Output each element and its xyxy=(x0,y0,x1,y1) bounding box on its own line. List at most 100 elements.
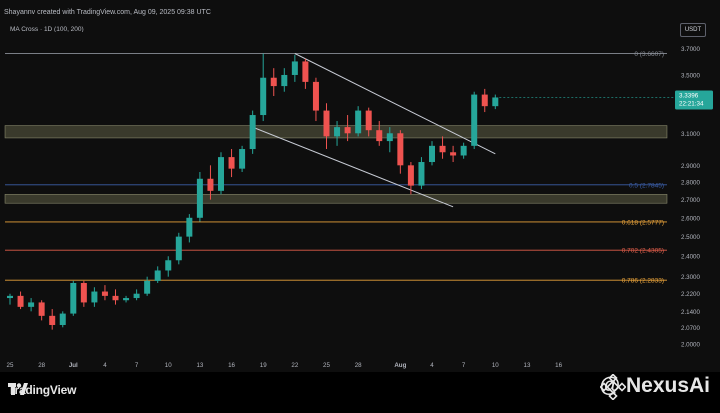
x-tick-label-17: 16 xyxy=(555,362,562,369)
y-tick-label-11: 2.2200 xyxy=(681,291,700,298)
fib-label-4: 0.786 (2.2833) xyxy=(622,278,664,285)
currency-badge[interactable]: USDT xyxy=(680,23,706,37)
y-tick-label-14: 2.0000 xyxy=(681,341,700,348)
candle-body-3 xyxy=(38,302,45,316)
candle-body-45 xyxy=(481,94,488,107)
y-tick-label-12: 2.1400 xyxy=(681,309,700,316)
x-tick-label-8: 19 xyxy=(260,362,267,369)
candle-body-42 xyxy=(450,152,457,156)
candle-body-43 xyxy=(460,145,467,156)
fib-label-2: 0.618 (2.5777) xyxy=(622,219,664,226)
x-tick-label-2: Jul xyxy=(69,362,78,369)
candle-body-27 xyxy=(291,61,298,75)
candle-body-18 xyxy=(196,178,203,218)
fib-label-3: 0.702 (2.4305) xyxy=(622,248,664,255)
candle-body-44 xyxy=(471,94,478,146)
chart-attribution: Shayannv created with TradingView.com, A… xyxy=(4,9,211,16)
x-tick-label-4: 7 xyxy=(135,362,139,369)
candle-body-1 xyxy=(17,295,24,307)
candle-body-34 xyxy=(365,110,372,131)
y-tick-label-9: 2.4000 xyxy=(681,254,700,261)
y-tick-label-1: 3.5000 xyxy=(681,72,700,79)
x-tick-label-0: 25 xyxy=(7,362,14,369)
y-tick-label-3: 3.1000 xyxy=(681,131,700,138)
candle-body-7 xyxy=(80,282,87,303)
candle-body-29 xyxy=(312,81,319,111)
x-tick-label-13: 4 xyxy=(430,362,434,369)
tradingview-logo: TradingView xyxy=(8,383,76,397)
tradingview-icon xyxy=(8,383,28,395)
x-tick-label-6: 13 xyxy=(196,362,203,369)
last-price-tag xyxy=(675,90,713,110)
y-tick-label-8: 2.5000 xyxy=(681,234,700,241)
last-price-value: 3.3396 xyxy=(679,93,699,100)
x-tick-label-7: 16 xyxy=(228,362,235,369)
candle-body-6 xyxy=(70,282,77,314)
candle-body-13 xyxy=(144,280,151,294)
fib-label-0: 0 (3.6607) xyxy=(634,51,664,58)
candle-body-9 xyxy=(101,291,108,296)
y-tick-label-0: 3.7000 xyxy=(681,46,700,53)
candle-body-16 xyxy=(175,236,182,261)
candle-body-21 xyxy=(228,157,235,169)
candle-body-35 xyxy=(376,130,383,142)
x-tick-label-9: 22 xyxy=(291,362,298,369)
candle-body-30 xyxy=(323,110,330,137)
binance-diamond-icon xyxy=(599,374,626,400)
candle-body-22 xyxy=(239,149,246,169)
zone-1 xyxy=(4,194,668,204)
candle-body-39 xyxy=(418,162,425,186)
candle-body-2 xyxy=(28,302,35,307)
candle-body-24 xyxy=(260,77,267,116)
y-tick-label-13: 2.0700 xyxy=(681,325,700,332)
x-tick-label-10: 25 xyxy=(323,362,330,369)
price-chart[interactable]: 0 (3.6607) 0.5 (2.7845) 0.618 (2.5777) 0.70… xyxy=(0,0,720,372)
indicator-legend[interactable]: MA Cross · 1D (100, 200) xyxy=(10,26,84,33)
y-tick-label-5: 2.8000 xyxy=(681,180,700,187)
channel-upper-line xyxy=(294,53,496,155)
candle-body-37 xyxy=(397,133,404,166)
candle-body-17 xyxy=(186,217,193,237)
x-tick-label-16: 13 xyxy=(524,362,531,369)
x-tick-label-12: Aug xyxy=(394,362,406,369)
candle-body-36 xyxy=(386,133,393,142)
candle-body-15 xyxy=(165,260,172,271)
y-tick-label-10: 2.3000 xyxy=(681,274,700,281)
footer-bar xyxy=(0,372,720,413)
candle-body-14 xyxy=(154,270,161,281)
candle-body-26 xyxy=(281,74,288,87)
candle-body-31 xyxy=(334,127,341,137)
candle-body-11 xyxy=(123,298,130,301)
x-tick-label-14: 7 xyxy=(462,362,466,369)
last-price-countdown: 22:21:34 xyxy=(679,101,704,108)
x-tick-label-5: 10 xyxy=(165,362,172,369)
candle-body-28 xyxy=(302,61,309,82)
candle-body-10 xyxy=(112,295,119,301)
fib-label-1: 0.5 (2.7845) xyxy=(629,182,664,189)
candle-body-0 xyxy=(7,295,13,299)
candle-body-32 xyxy=(344,127,351,134)
candle-body-19 xyxy=(207,178,214,191)
y-tick-label-4: 2.9000 xyxy=(681,163,700,170)
nexus-watermark: @ NexusAi xyxy=(599,374,710,400)
x-tick-label-15: 10 xyxy=(492,362,499,369)
candle-body-38 xyxy=(407,165,414,186)
nexus-watermark-text: @ NexusAi xyxy=(599,374,710,397)
candle-body-20 xyxy=(218,157,224,191)
candle-body-33 xyxy=(355,110,362,134)
candle-body-46 xyxy=(492,97,499,107)
x-tick-label-1: 28 xyxy=(38,362,45,369)
x-tick-label-11: 28 xyxy=(355,362,362,369)
candle-body-4 xyxy=(49,315,56,325)
y-tick-label-7: 2.6000 xyxy=(681,215,700,222)
candle-body-5 xyxy=(59,313,66,325)
candle-body-8 xyxy=(91,291,98,303)
x-tick-label-3: 4 xyxy=(103,362,107,369)
channel-lower-line xyxy=(252,126,454,208)
candle-body-40 xyxy=(429,145,435,163)
candle-body-41 xyxy=(439,145,446,153)
candle-body-12 xyxy=(133,293,140,299)
y-tick-label-6: 2.7000 xyxy=(681,197,700,204)
candle-body-25 xyxy=(270,77,277,87)
candle-body-23 xyxy=(249,115,256,150)
